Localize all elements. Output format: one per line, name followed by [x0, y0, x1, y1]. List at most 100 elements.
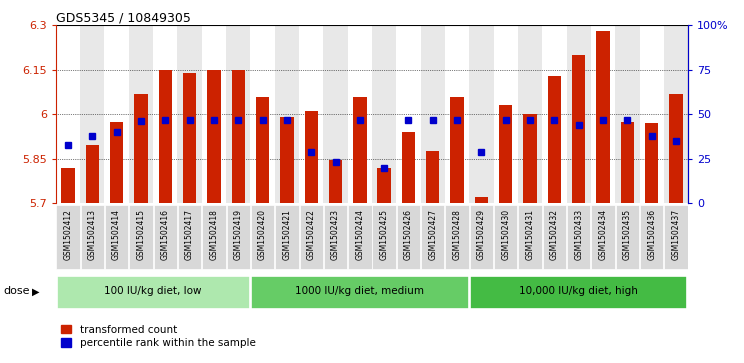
Bar: [518, 25, 542, 203]
Text: ▶: ▶: [32, 286, 39, 297]
FancyBboxPatch shape: [543, 205, 566, 269]
Bar: [377, 168, 391, 203]
Text: GSM1502421: GSM1502421: [283, 209, 292, 260]
Text: GSM1502435: GSM1502435: [623, 209, 632, 260]
Bar: [231, 70, 245, 203]
Text: GSM1502427: GSM1502427: [429, 209, 437, 260]
FancyBboxPatch shape: [421, 205, 444, 269]
Bar: [251, 25, 275, 203]
Bar: [280, 117, 294, 203]
Bar: [329, 160, 342, 203]
Bar: [347, 25, 372, 203]
Bar: [475, 197, 488, 203]
FancyBboxPatch shape: [129, 205, 153, 269]
FancyBboxPatch shape: [373, 205, 396, 269]
Text: dose: dose: [4, 286, 31, 297]
Bar: [110, 122, 124, 203]
Legend: transformed count, percentile rank within the sample: transformed count, percentile rank withi…: [61, 325, 256, 348]
Text: GSM1502415: GSM1502415: [136, 209, 145, 260]
Bar: [402, 132, 415, 203]
Text: GSM1502423: GSM1502423: [331, 209, 340, 260]
Bar: [640, 25, 664, 203]
Text: GSM1502426: GSM1502426: [404, 209, 413, 260]
Text: GDS5345 / 10849305: GDS5345 / 10849305: [56, 11, 190, 24]
Text: GSM1502424: GSM1502424: [356, 209, 365, 260]
Text: GSM1502419: GSM1502419: [234, 209, 243, 260]
FancyBboxPatch shape: [153, 205, 177, 269]
Bar: [324, 25, 347, 203]
FancyBboxPatch shape: [519, 205, 542, 269]
FancyBboxPatch shape: [251, 205, 275, 269]
Text: GSM1502416: GSM1502416: [161, 209, 170, 260]
Text: GSM1502429: GSM1502429: [477, 209, 486, 260]
Bar: [80, 25, 104, 203]
Bar: [445, 25, 469, 203]
Bar: [397, 25, 420, 203]
Bar: [177, 25, 202, 203]
FancyBboxPatch shape: [275, 205, 298, 269]
Bar: [372, 25, 397, 203]
Bar: [104, 25, 129, 203]
Bar: [134, 94, 147, 203]
FancyBboxPatch shape: [494, 205, 518, 269]
Bar: [183, 73, 196, 203]
Bar: [664, 25, 688, 203]
Bar: [299, 25, 324, 203]
FancyBboxPatch shape: [640, 205, 664, 269]
Text: GSM1502430: GSM1502430: [501, 209, 510, 260]
Bar: [548, 76, 561, 203]
Bar: [353, 97, 367, 203]
Bar: [597, 31, 610, 203]
Bar: [567, 25, 591, 203]
Bar: [469, 25, 493, 203]
Text: GSM1502434: GSM1502434: [599, 209, 608, 260]
Bar: [542, 25, 567, 203]
Text: GSM1502417: GSM1502417: [185, 209, 194, 260]
FancyBboxPatch shape: [469, 205, 493, 269]
Bar: [499, 105, 513, 203]
Bar: [153, 25, 177, 203]
FancyBboxPatch shape: [57, 205, 80, 269]
Bar: [645, 123, 658, 203]
Bar: [426, 151, 440, 203]
Text: GSM1502420: GSM1502420: [258, 209, 267, 260]
Bar: [202, 25, 226, 203]
FancyBboxPatch shape: [300, 205, 323, 269]
Bar: [129, 25, 153, 203]
Text: 1000 IU/kg diet, medium: 1000 IU/kg diet, medium: [295, 286, 424, 297]
FancyBboxPatch shape: [446, 205, 469, 269]
Bar: [86, 146, 99, 203]
Bar: [208, 70, 220, 203]
Text: GSM1502437: GSM1502437: [672, 209, 681, 260]
Bar: [591, 25, 615, 203]
Bar: [275, 25, 299, 203]
FancyBboxPatch shape: [348, 205, 371, 269]
Bar: [615, 25, 640, 203]
Text: GSM1502413: GSM1502413: [88, 209, 97, 260]
Bar: [670, 94, 683, 203]
Text: GSM1502432: GSM1502432: [550, 209, 559, 260]
Bar: [226, 25, 251, 203]
FancyBboxPatch shape: [397, 205, 420, 269]
Bar: [493, 25, 518, 203]
Bar: [524, 114, 536, 203]
Text: GSM1502425: GSM1502425: [379, 209, 388, 260]
Bar: [56, 25, 80, 203]
Bar: [420, 25, 445, 203]
FancyBboxPatch shape: [616, 205, 639, 269]
Bar: [256, 97, 269, 203]
Text: GSM1502428: GSM1502428: [452, 209, 461, 260]
Text: GSM1502412: GSM1502412: [63, 209, 72, 260]
Bar: [61, 168, 74, 203]
Bar: [158, 70, 172, 203]
FancyBboxPatch shape: [202, 205, 225, 269]
Text: GSM1502431: GSM1502431: [525, 209, 535, 260]
FancyBboxPatch shape: [251, 276, 469, 309]
FancyBboxPatch shape: [567, 205, 591, 269]
Text: 100 IU/kg diet, low: 100 IU/kg diet, low: [104, 286, 202, 297]
FancyBboxPatch shape: [178, 205, 201, 269]
Bar: [620, 122, 634, 203]
Bar: [304, 111, 318, 203]
Text: GSM1502433: GSM1502433: [574, 209, 583, 260]
FancyBboxPatch shape: [80, 205, 104, 269]
